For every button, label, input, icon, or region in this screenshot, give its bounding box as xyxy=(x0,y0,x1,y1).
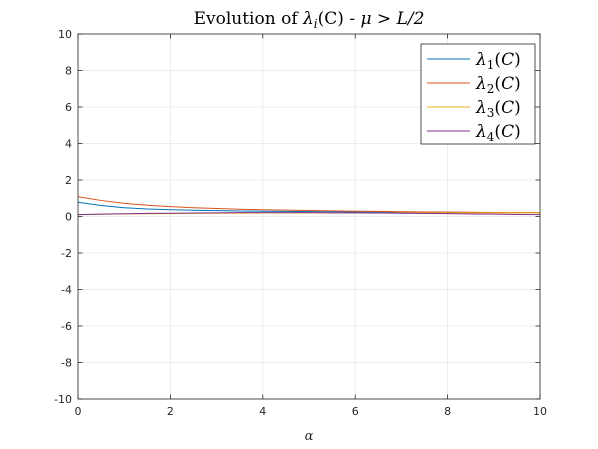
y-tick-label: -4 xyxy=(61,284,72,297)
y-tick-label: -2 xyxy=(61,247,72,260)
title-condition: μ > L/2 xyxy=(360,9,424,29)
chart-title: Evolution of λi(C) - μ > L/2 xyxy=(194,9,425,31)
y-tick-label: 8 xyxy=(65,65,72,78)
legend-label: λ2(C) xyxy=(475,74,521,96)
x-axis-label: α xyxy=(305,429,314,444)
x-tick-label: 4 xyxy=(259,405,266,418)
y-tick-label: -8 xyxy=(61,357,72,370)
title-subscript: i xyxy=(314,17,318,31)
y-tick-label: 0 xyxy=(65,211,72,224)
y-tick-label: -6 xyxy=(61,320,72,333)
y-tick-label: -10 xyxy=(54,393,72,406)
y-tick-label: 4 xyxy=(65,138,72,151)
legend-label: λ1(C) xyxy=(475,50,521,72)
series-layer xyxy=(77,196,541,216)
title-lambda: λ xyxy=(302,9,314,29)
title-middle: (C) - xyxy=(318,9,361,29)
y-tick-label: 2 xyxy=(65,174,72,187)
title-prefix: Evolution of xyxy=(194,9,303,29)
x-tick-label: 8 xyxy=(444,405,451,418)
legend-label: λ4(C) xyxy=(475,122,521,144)
x-tick-label: 0 xyxy=(75,405,82,418)
x-tick-label: 10 xyxy=(533,405,547,418)
series-line-lambda-2 xyxy=(77,196,541,214)
legend-label: λ3(C) xyxy=(475,98,521,120)
legend-items: λ1(C)λ2(C)λ3(C)λ4(C) xyxy=(427,50,521,144)
series-line-lambda-4 xyxy=(77,212,541,216)
axis-ticks: 0 2 4 6 8 10 -10 -8 -6 -4 -2 0 2 4 6 8 10 xyxy=(54,28,547,418)
y-tick-label: 6 xyxy=(65,101,72,114)
x-tick-label: 2 xyxy=(167,405,174,418)
legend-box xyxy=(420,43,536,145)
y-tick-label: 10 xyxy=(58,28,72,41)
x-tick-label: 6 xyxy=(352,405,359,418)
legend: λ1(C)λ2(C)λ3(C)λ4(C) xyxy=(420,43,536,145)
